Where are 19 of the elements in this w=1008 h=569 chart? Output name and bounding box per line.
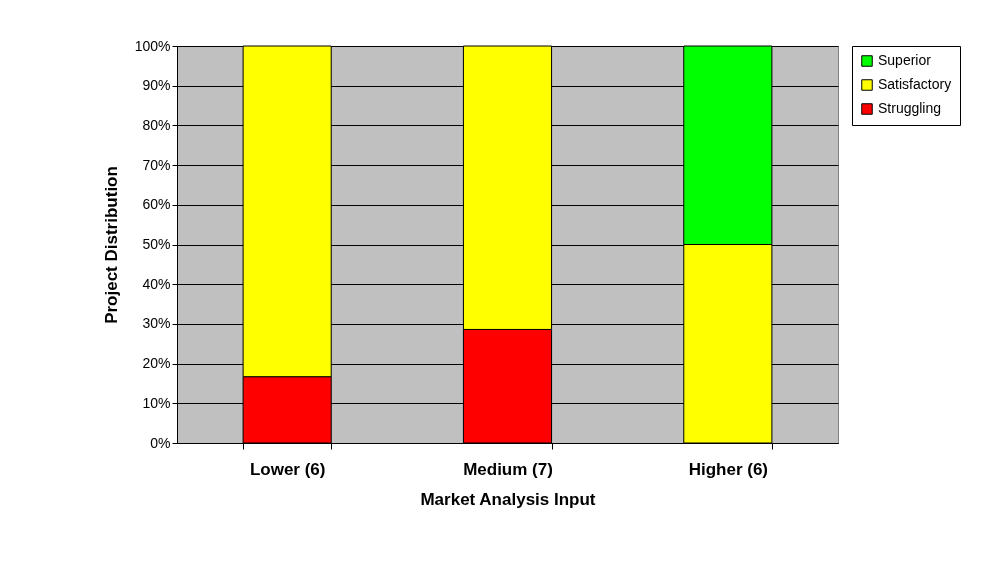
y-axis-title: Project Distribution <box>101 166 121 324</box>
x-tick-label: Medium (7) <box>463 459 553 479</box>
x-axis-title: Market Analysis Input <box>420 489 596 509</box>
y-tick-label: 30% <box>142 315 171 332</box>
legend-label: Satisfactory <box>878 76 952 92</box>
y-tick-label: 0% <box>150 434 171 451</box>
legend-label: Superior <box>878 52 932 68</box>
x-tick-label: Higher (6) <box>688 459 769 479</box>
y-tick-label: 10% <box>142 394 171 411</box>
legend-label: Struggling <box>878 100 942 116</box>
y-tick-label: 100% <box>134 37 171 54</box>
y-tick-label: 40% <box>142 275 171 292</box>
y-tick-label: 20% <box>142 355 171 372</box>
y-tick-label: 90% <box>142 77 171 94</box>
x-tick-label: Lower (6) <box>249 459 326 479</box>
y-tick-label: 50% <box>142 236 171 252</box>
y-tick-label: 80% <box>142 116 171 133</box>
y-tick-label: 60% <box>142 196 171 213</box>
y-tick-label: 70% <box>142 156 171 173</box>
